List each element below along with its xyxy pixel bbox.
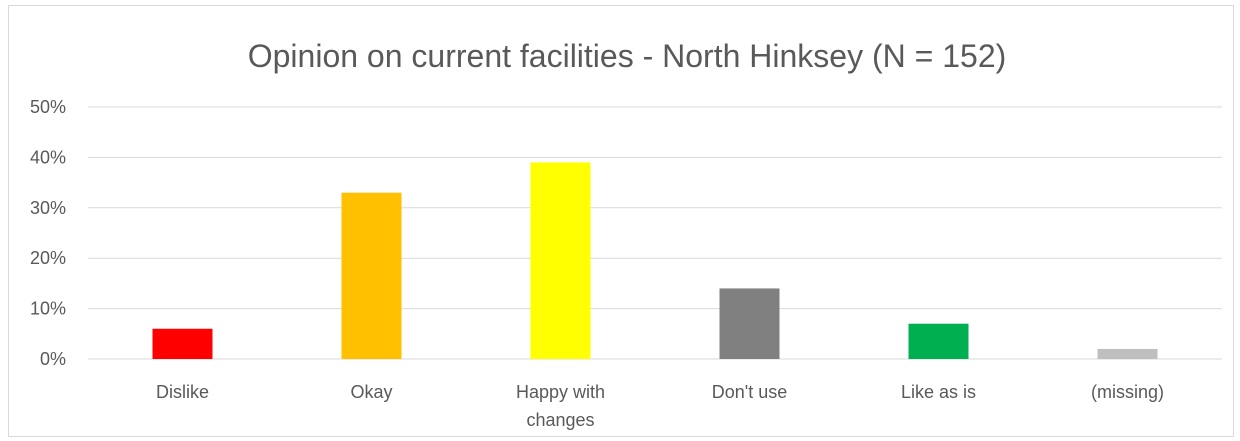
bar (341, 192, 402, 359)
x-axis-category-labels: Dislike Okay Happy with changes Don't use Lik… (156, 382, 1164, 430)
y-axis-tick-labels: 0% 10% 20% 30% 40% 50% (30, 97, 66, 369)
bar (908, 323, 969, 359)
x-tick-label: Happy with changes (516, 382, 605, 430)
x-tick-label: Don't use (712, 382, 787, 402)
y-tick-label: 50% (30, 97, 66, 117)
bars (152, 162, 1158, 359)
gridlines (88, 106, 1222, 360)
y-tick-label: 40% (30, 147, 66, 167)
chart-frame (8, 5, 1234, 437)
x-tick-label: (missing) (1091, 382, 1164, 402)
y-tick-label: 10% (30, 299, 66, 319)
bar (530, 162, 591, 359)
x-tick-label: Okay (350, 382, 392, 402)
bar (719, 288, 780, 359)
x-tick-label: Dislike (156, 382, 209, 402)
y-tick-label: 0% (40, 349, 66, 369)
bar (152, 328, 213, 359)
y-tick-label: 20% (30, 248, 66, 268)
y-tick-label: 30% (30, 198, 66, 218)
chart-title: Opinion on current facilities - North Hi… (248, 38, 1007, 74)
x-tick-label: Like as is (901, 382, 976, 402)
bar (1097, 348, 1158, 359)
